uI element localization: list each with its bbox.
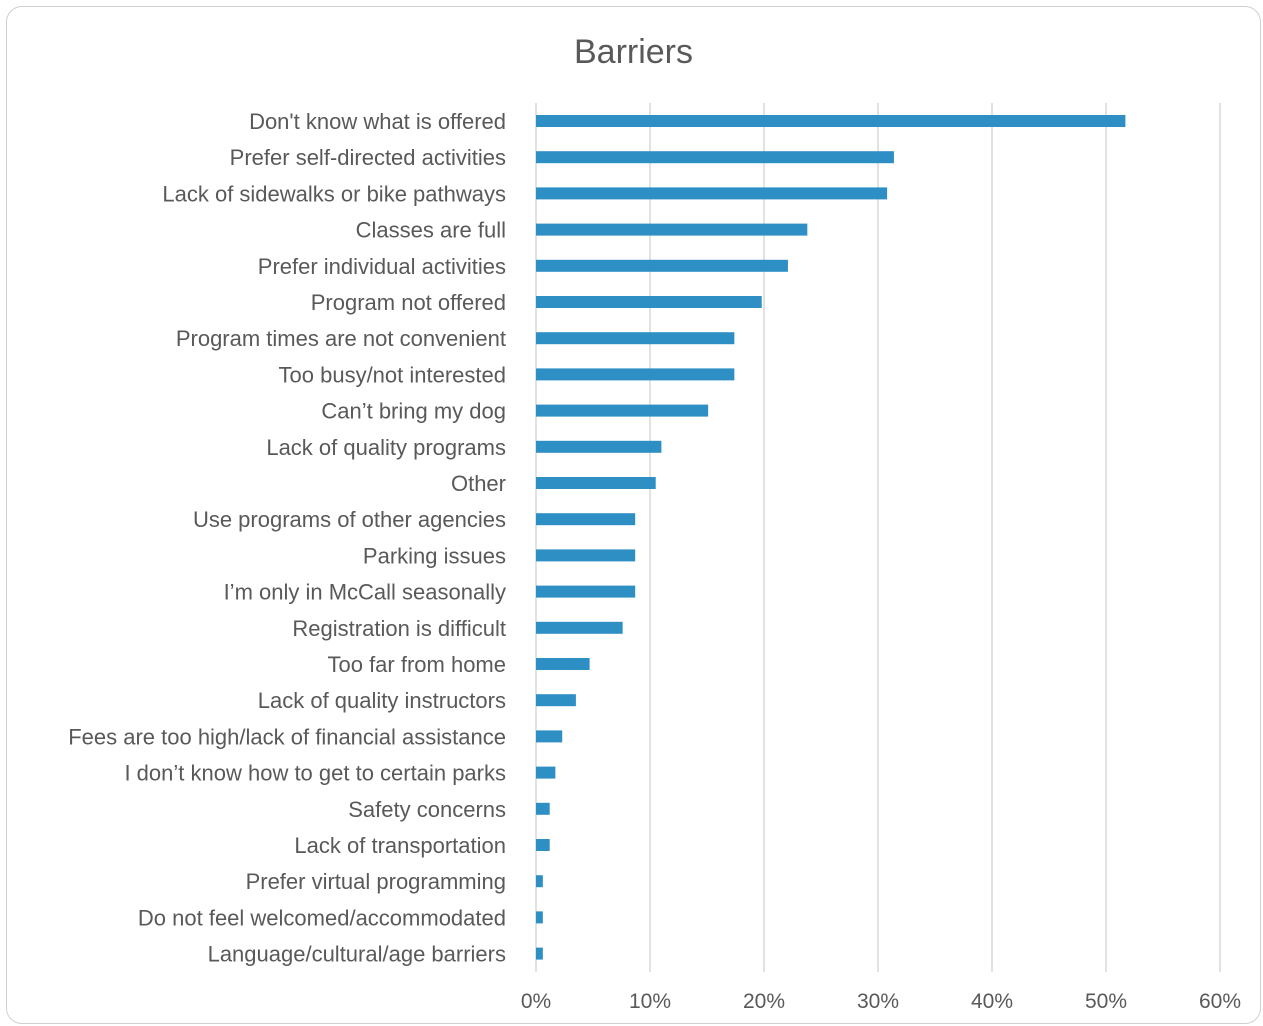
bar (536, 296, 762, 308)
bar (536, 332, 735, 345)
category-label: Lack of sidewalks or bike pathways (162, 181, 506, 206)
bar (536, 115, 1126, 127)
bar (536, 259, 788, 272)
bar (536, 187, 888, 200)
x-tick-label: 50% (1085, 990, 1127, 1013)
bar (536, 404, 709, 417)
category-label: Language/cultural/age barriers (208, 942, 506, 967)
bar (536, 477, 656, 489)
category-label: Registration is difficult (292, 616, 506, 641)
bar (536, 658, 590, 670)
category-label: Fees are too high/lack of financial assi… (68, 724, 506, 749)
bar (536, 802, 550, 815)
category-label: Safety concerns (348, 797, 506, 822)
x-tick-label: 10% (629, 990, 671, 1013)
category-label: Classes are full (356, 218, 506, 243)
category-label: Too busy/not interested (279, 362, 506, 387)
bar (536, 585, 636, 598)
x-tick-label: 30% (857, 990, 899, 1013)
bar (536, 947, 543, 960)
category-label: Prefer virtual programming (246, 869, 506, 894)
gridlines (535, 103, 1221, 972)
category-labels: Don't know what is offered Prefer self-di… (68, 109, 506, 967)
bar (536, 223, 808, 236)
bars (536, 115, 1126, 960)
bar (536, 694, 576, 707)
bar (536, 368, 735, 381)
category-label: Lack of transportation (294, 833, 506, 858)
category-label: Prefer individual activities (258, 254, 506, 279)
x-tick-label: 0% (521, 990, 551, 1013)
x-tick-labels: 0% 10% 20% 30% 40% 50% 60% (521, 990, 1241, 1013)
bar (536, 549, 636, 562)
category-label: Don't know what is offered (249, 109, 506, 134)
bar (536, 440, 662, 453)
category-label: Do not feel welcomed/accommodated (138, 905, 506, 930)
category-label: Lack of quality programs (266, 435, 506, 460)
bar (536, 513, 636, 526)
category-label: Lack of quality instructors (258, 688, 506, 713)
bar (536, 839, 550, 851)
x-tick-label: 60% (1199, 990, 1241, 1013)
category-label: I don’t know how to get to certain parks (124, 761, 506, 786)
category-label: I’m only in McCall seasonally (224, 580, 506, 605)
bar (536, 766, 556, 779)
bar (536, 621, 623, 634)
category-label: Program times are not convenient (176, 326, 506, 351)
chart-title: Barriers (573, 33, 694, 71)
bar (536, 730, 563, 743)
x-tick-label: 40% (971, 990, 1013, 1013)
category-label: Prefer self-directed activities (230, 145, 506, 170)
bar (536, 911, 543, 924)
category-label: Use programs of other agencies (193, 507, 506, 532)
bar (536, 151, 894, 164)
category-label: Parking issues (363, 543, 506, 568)
x-tick-label: 20% (743, 990, 785, 1013)
category-label: Too far from home (327, 652, 506, 677)
bar (536, 875, 543, 888)
category-label: Program not offered (311, 290, 506, 315)
category-label: Can’t bring my dog (321, 399, 506, 424)
category-label: Other (451, 471, 506, 496)
